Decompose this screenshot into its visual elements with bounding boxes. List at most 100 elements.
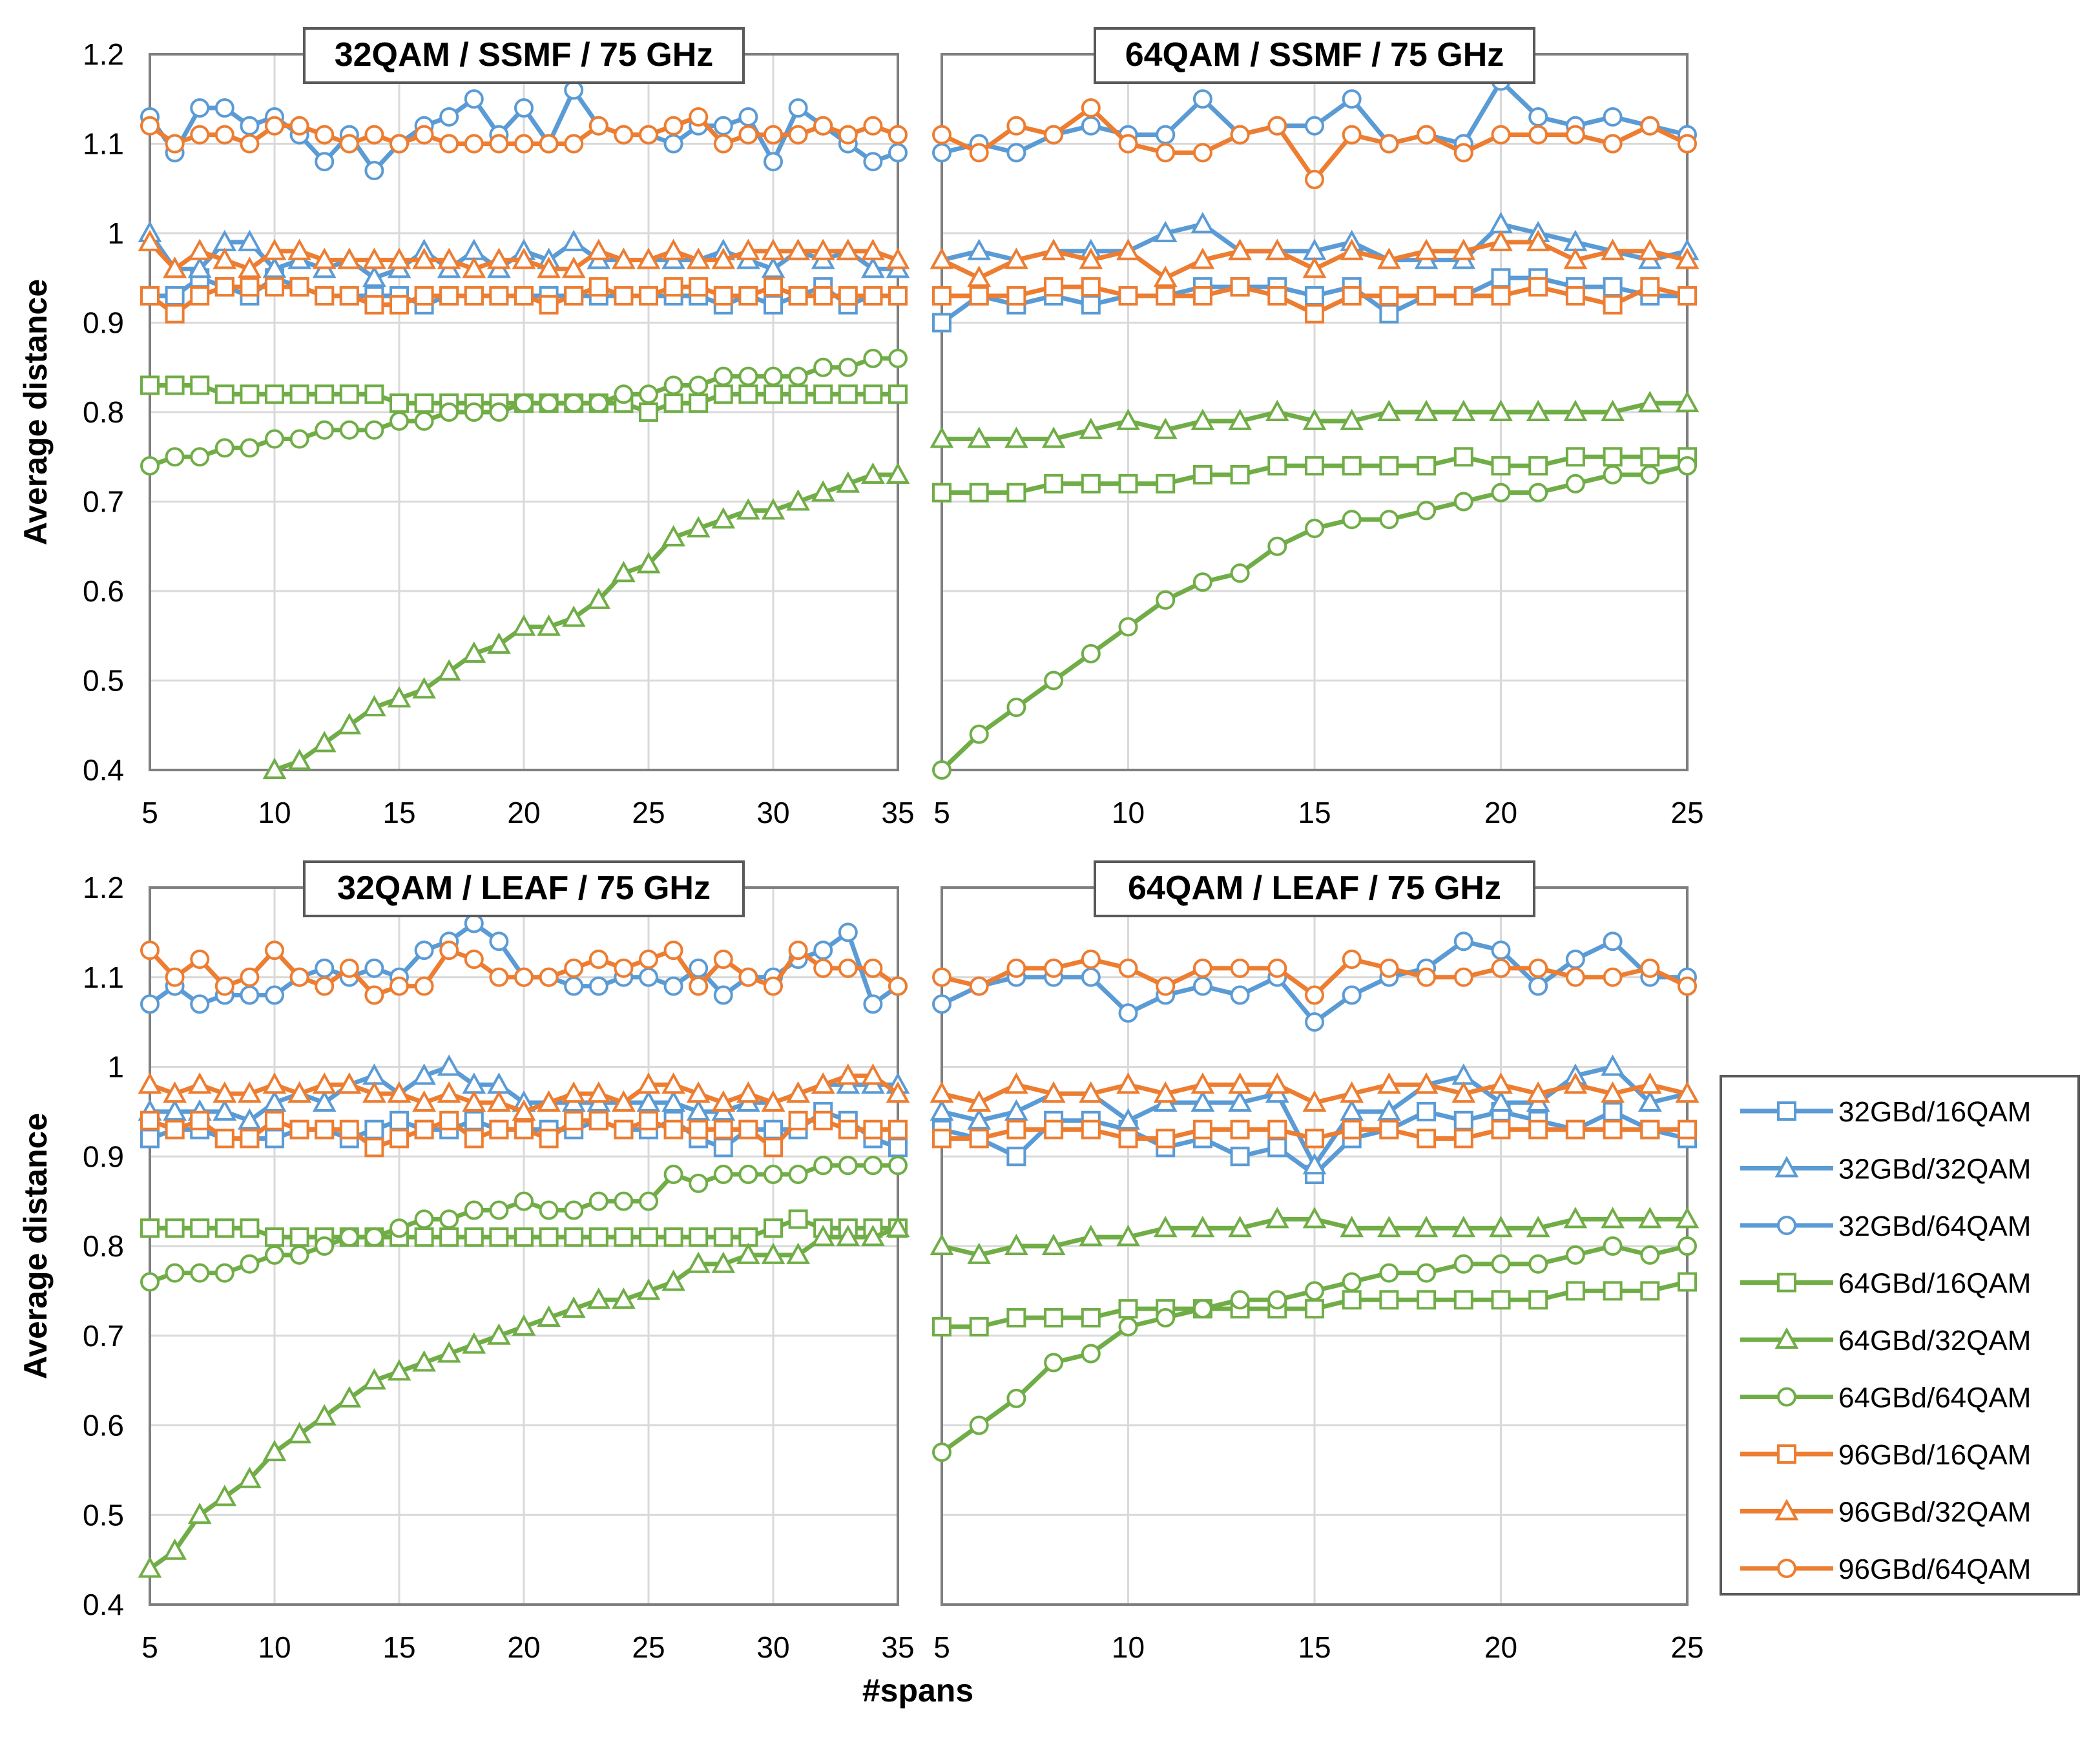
data-point: [464, 1200, 484, 1220]
data-point: [1489, 212, 1513, 234]
data-point: [711, 247, 736, 269]
data-point: [863, 1119, 883, 1139]
data-point: [1190, 408, 1215, 430]
data-point: [1267, 1290, 1287, 1310]
legend-label: 96GBd/16QAM: [1838, 1439, 2031, 1471]
data-point: [414, 1227, 434, 1247]
data-point: [1044, 473, 1064, 494]
data-point: [639, 125, 658, 145]
data-point: [1451, 1081, 1476, 1103]
legend-item: 64GBd/64QAM: [1740, 1382, 2031, 1414]
data-point: [1081, 116, 1101, 136]
data-point: [339, 958, 359, 978]
data-point: [1491, 1290, 1511, 1310]
data-point: [364, 1138, 384, 1158]
data-point: [713, 1138, 733, 1158]
chart-panel-4: 5 10 15 20 25 64QAM / LEAF / 75 GHz: [930, 860, 1704, 1664]
data-point: [836, 1225, 860, 1247]
data-point: [390, 295, 409, 315]
data-point: [786, 238, 810, 260]
data-point: [1601, 1081, 1625, 1103]
data-point: [713, 950, 733, 969]
data-point: [838, 958, 858, 978]
data-point: [1603, 1281, 1623, 1301]
data-point: [240, 1218, 260, 1238]
data-point: [464, 402, 484, 422]
data-point: [289, 1227, 309, 1247]
data-point: [390, 134, 409, 154]
data-point: [315, 286, 335, 306]
data-point: [240, 116, 260, 136]
data-point: [1116, 408, 1140, 430]
data-point: [214, 277, 234, 297]
data-point: [813, 286, 833, 306]
data-point: [1528, 456, 1548, 476]
data-point: [1489, 1090, 1513, 1112]
data-point: [1637, 391, 1662, 413]
series-96GBd-16QAM: [140, 1110, 908, 1158]
legend-item: 64GBd/32QAM: [1740, 1325, 2031, 1357]
panel-title: 32QAM / LEAF / 75 GHz: [337, 869, 711, 907]
series-96GBd-16QAM: [932, 1119, 1697, 1149]
x-tick-label: 20: [1484, 1630, 1517, 1664]
data-point: [315, 1236, 335, 1256]
data-point: [1302, 408, 1327, 430]
data-point: [1267, 1138, 1287, 1158]
data-point: [187, 256, 212, 278]
data-point: [265, 1245, 284, 1265]
data-point: [1417, 1263, 1437, 1283]
legend-label: 32GBd/64QAM: [1838, 1211, 2031, 1242]
x-tick-label: 10: [258, 1630, 291, 1664]
data-point: [1081, 1344, 1101, 1364]
data-point: [932, 143, 951, 163]
data-point: [187, 238, 212, 260]
data-point: [1678, 286, 1697, 306]
data-point: [614, 384, 634, 404]
series-96GBd-32QAM: [930, 229, 1700, 287]
data-point: [967, 238, 992, 260]
data-point: [761, 1090, 785, 1112]
data-point: [639, 967, 658, 987]
data-point: [764, 295, 783, 315]
data-point: [886, 1081, 910, 1103]
data-point: [165, 1119, 185, 1139]
data-point: [1305, 1281, 1324, 1301]
data-point: [661, 1072, 685, 1094]
data-point: [764, 125, 783, 145]
series-96GBd-32QAM: [138, 1063, 910, 1121]
data-point: [265, 1110, 284, 1130]
data-point: [1230, 985, 1250, 1005]
data-point: [1342, 1290, 1362, 1310]
data-point: [1305, 519, 1324, 539]
data-point: [1637, 1090, 1662, 1112]
data-point: [736, 1081, 760, 1103]
data-point: [1603, 277, 1623, 297]
data-point: [764, 1165, 783, 1184]
data-point: [1528, 1119, 1548, 1139]
data-point: [489, 1200, 509, 1220]
data-point: [1004, 1072, 1028, 1094]
data-point: [190, 950, 210, 969]
data-point: [214, 1263, 234, 1283]
data-point: [1156, 125, 1176, 145]
x-tick-label: 30: [756, 1630, 789, 1664]
data-point: [339, 1119, 359, 1139]
data-point: [1006, 1119, 1026, 1139]
data-point: [788, 1110, 808, 1130]
data-point: [1190, 1072, 1215, 1094]
data-point: [967, 1242, 992, 1264]
data-point: [1081, 295, 1101, 315]
data-point: [1565, 473, 1585, 494]
data-point: [364, 1227, 384, 1247]
data-point: [414, 125, 434, 145]
data-point: [1230, 277, 1250, 297]
data-point: [1192, 958, 1212, 978]
data-point: [1081, 1119, 1101, 1139]
data-point: [863, 348, 883, 368]
data-point: [764, 277, 783, 297]
data-point: [861, 1225, 885, 1247]
data-point: [214, 1129, 234, 1149]
data-point: [1342, 1272, 1362, 1292]
data-point: [863, 116, 883, 136]
data-point: [838, 1119, 858, 1139]
